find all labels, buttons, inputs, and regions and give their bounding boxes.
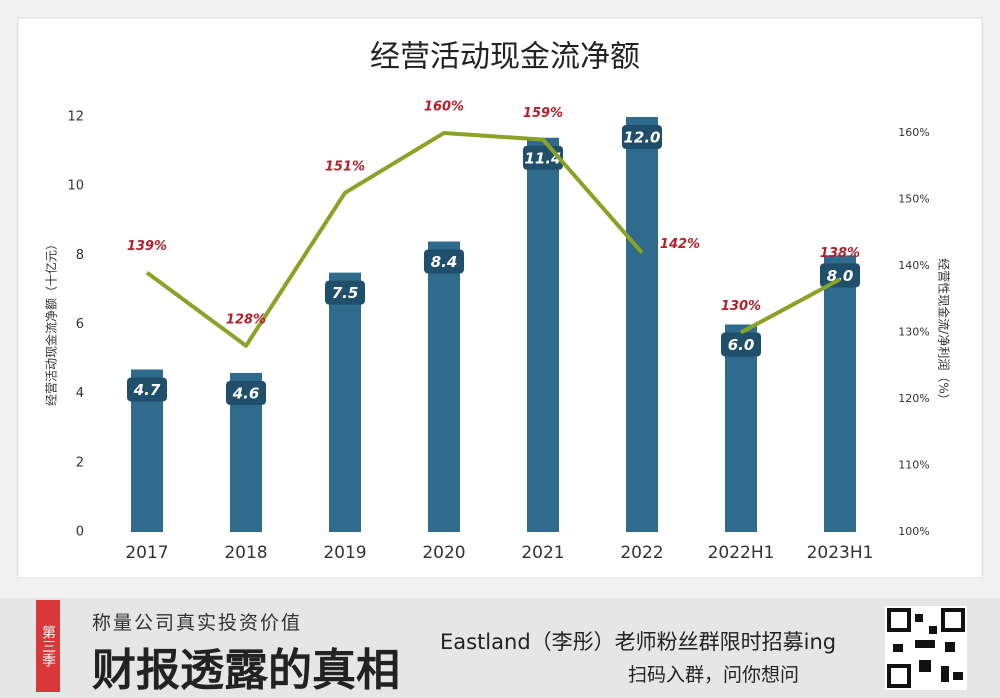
banner-subtitle: 称量公司真实投资价值 [92,612,303,634]
line-value-label: 160% [424,99,464,114]
line-value-label: 159% [523,106,563,121]
line-value-label: 138% [820,246,860,261]
y-tick-label: 0 [76,525,84,540]
y2-tick-label: 110% [898,458,929,471]
line-value-label: 128% [226,312,266,327]
value-label: 4.6 [232,384,260,402]
qr-code [885,606,967,690]
value-label: 4.7 [133,381,161,399]
x-tick-label: 2020 [422,543,465,563]
value-label: 12.0 [623,129,660,147]
bar [527,137,559,532]
line-value-label: 130% [721,299,761,314]
line-value-label: 139% [127,239,167,254]
y2-tick-label: 130% [898,325,929,338]
x-tick-label: 2021 [521,543,564,563]
x-tick-label: 2022H1 [708,543,775,563]
bar [626,117,658,532]
y-tick-label: 12 [67,110,84,125]
y-tick-label: 2 [76,455,84,470]
chart-title: 经营活动现金流净额 [370,40,640,75]
value-label-box [226,380,266,405]
x-tick-label: 2019 [323,543,366,563]
y-tick-label: 6 [76,317,84,332]
line-value-label: 151% [325,159,365,174]
y2-tick-label: 100% [898,525,929,538]
bar [824,255,856,533]
bar [428,241,460,532]
line [740,277,841,335]
y2-tick-label: 150% [898,192,929,205]
banner: 第三季 称量公司真实投资价值 财报透露的真相 Eastland（李彤）老师粉丝群… [0,598,1000,698]
x-tick-label: 2017 [125,543,168,563]
value-label-box [820,263,860,288]
banner-promo: Eastland（李彤）老师粉丝群限时招募ing [440,630,837,654]
value-label-box [424,249,464,274]
line [145,130,644,348]
y2-tick-label: 140% [898,259,929,272]
value-label: 8.4 [431,253,458,271]
chart: 经营活动现金流净额 经营活动现金流净额（十亿元） 经营性现金流/净利润（%） 0… [17,17,983,579]
bar [329,272,361,532]
value-label: 6.0 [728,336,755,354]
line-value-label: 142% [660,237,700,252]
banner-headline: 财报透露的真相 [92,645,400,696]
y-tick-label: 10 [67,179,84,194]
value-label: 11.4 [524,149,561,167]
y-tick-label: 8 [76,248,84,263]
value-label-box [721,332,761,357]
x-tick-label: 2018 [224,543,267,563]
y2-tick-label: 160% [898,126,929,139]
x-tick-label: 2023H1 [807,543,874,563]
y2-axis-label: 经营性现金流/净利润（%） [937,258,952,405]
value-label-box [127,377,167,402]
value-label-box [325,280,365,305]
value-label: 8.0 [827,267,854,285]
bar [725,324,757,532]
value-label: 7.5 [332,284,359,302]
y-axis-label: 经营活动现金流净额（十亿元） [44,238,59,406]
value-label-box [622,125,662,149]
banner-tag: 第三季 [36,600,60,692]
banner-cta: 扫码入群，问你想问 [628,664,800,686]
x-tick-label: 2022 [620,543,663,563]
y2-tick-label: 120% [898,392,929,405]
y-tick-label: 4 [76,386,84,401]
